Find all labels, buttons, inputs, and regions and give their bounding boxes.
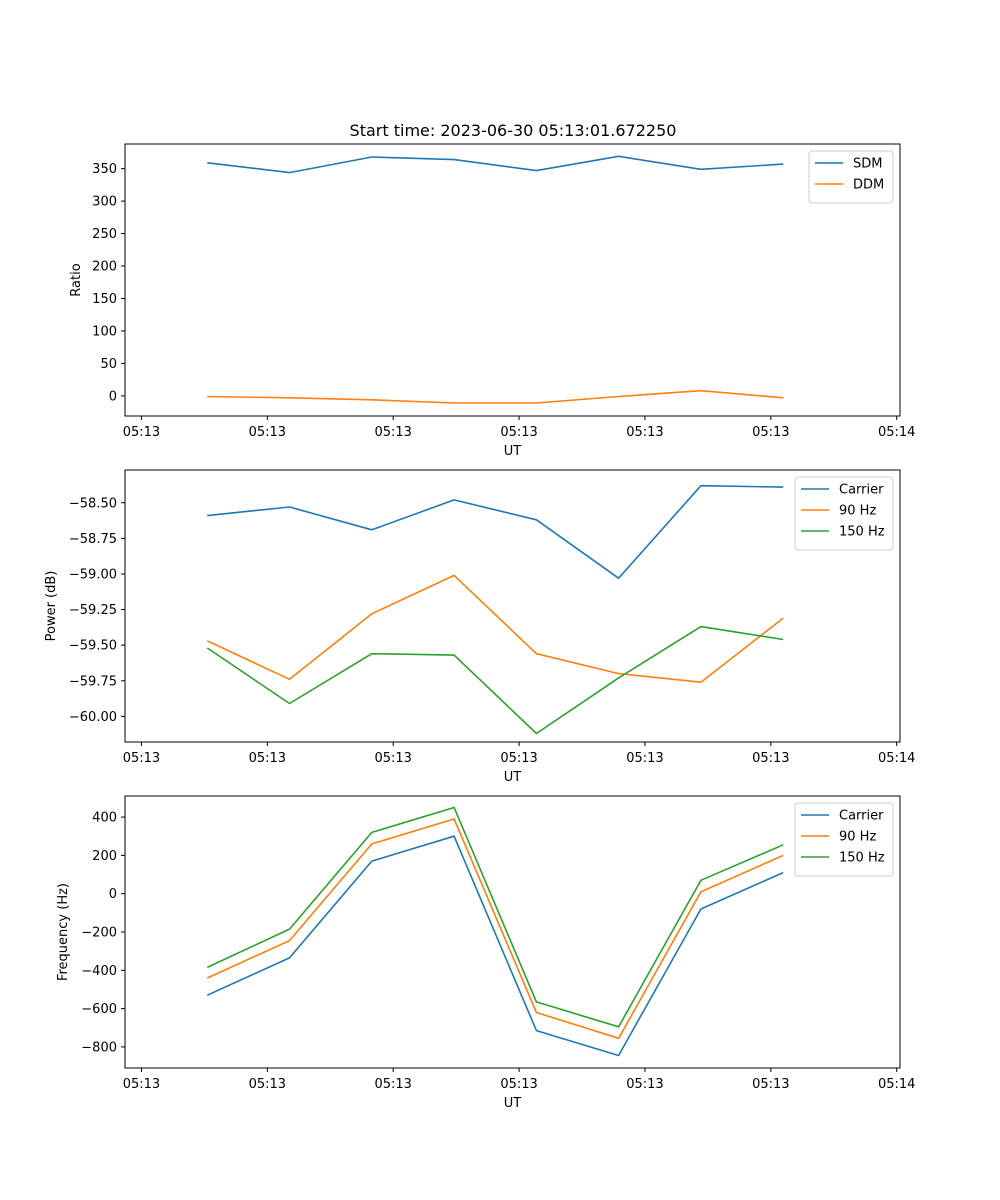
y-tick-label: −59.25 — [69, 603, 117, 618]
y-tick-label: −400 — [81, 964, 117, 979]
panel-1: 05:13 05:13 05:13 05:13 05:13 05:13 05:14 0 50 10… — [69, 143, 915, 459]
x-tick-label: 05:13 — [500, 425, 537, 440]
legend: Carrier 90 Hz 150 Hz — [794, 802, 894, 877]
y-tick-label: 200 — [92, 849, 117, 864]
x-tick-label: 05:13 — [123, 425, 160, 440]
y-tick-label: −600 — [81, 1002, 117, 1017]
y-tick-label: −59.50 — [69, 639, 117, 654]
x-tick-label: 05:13 — [752, 425, 789, 440]
legend-box — [808, 150, 894, 204]
legend-entry: Carrier — [839, 809, 884, 824]
legend: Carrier 90 Hz 150 Hz — [794, 476, 894, 551]
y-tick-label: 0 — [109, 887, 117, 902]
x-tick-label: 05:13 — [752, 1077, 789, 1092]
legend-entry: 90 Hz — [839, 504, 876, 519]
panel-3: 05:13 05:13 05:13 05:13 05:13 05:13 05:14 −800 −… — [56, 795, 915, 1111]
series-line-carrier — [206, 835, 784, 1057]
legend-entry: 150 Hz — [839, 525, 885, 540]
y-tick-label: −59.75 — [69, 674, 117, 689]
y-axis-label: Frequency (Hz) — [56, 883, 71, 981]
y-tick-label: −200 — [81, 926, 117, 941]
x-tick-label: 05:14 — [878, 425, 915, 440]
y-tick-label: 300 — [92, 195, 117, 210]
x-tick-label: 05:13 — [626, 1077, 663, 1092]
legend-entry: Carrier — [839, 483, 884, 498]
axes-frame — [124, 143, 901, 417]
legend-entry: 90 Hz — [839, 830, 876, 845]
series-line-carrier — [207, 484, 784, 580]
legend-entry: 150 Hz — [839, 851, 885, 866]
series-line-90-hz — [206, 818, 784, 1040]
x-tick-label: 05:13 — [626, 751, 663, 766]
y-axis-label: Power (dB) — [44, 571, 59, 642]
series-line-150-hz — [206, 625, 784, 735]
x-tick-label: 05:13 — [500, 751, 537, 766]
x-tick-label: 05:13 — [500, 1077, 537, 1092]
y-tick-label: 150 — [92, 292, 117, 307]
x-tick-label: 05:13 — [123, 751, 160, 766]
x-tick-label: 05:13 — [249, 1077, 286, 1092]
y-tick-label: 100 — [92, 324, 117, 339]
x-tick-label: 05:13 — [249, 751, 286, 766]
y-tick-label: 250 — [92, 227, 117, 242]
y-tick-label: 350 — [92, 162, 117, 177]
y-tick-label: −58.50 — [69, 496, 117, 511]
x-tick-label: 05:14 — [878, 751, 915, 766]
x-tick-label: 05:13 — [123, 1077, 160, 1092]
series-line-sdm — [207, 155, 784, 174]
legend-entry: SDM — [853, 157, 882, 172]
y-tick-label: −60.00 — [69, 710, 117, 725]
y-tick-label: 400 — [92, 811, 117, 826]
y-tick-label: −800 — [81, 1040, 117, 1055]
axes-frame — [124, 795, 901, 1069]
figure-title: Start time: 2023-06-30 05:13:01.672250 — [350, 121, 677, 140]
axes-frame — [124, 469, 901, 743]
x-axis-label: UT — [504, 1096, 522, 1111]
y-tick-label: 50 — [100, 357, 117, 372]
y-tick-label: −58.75 — [69, 532, 117, 547]
y-tick-label: 200 — [92, 260, 117, 275]
panels: 05:13 05:13 05:13 05:13 05:13 05:13 05:14 0 50 10… — [44, 143, 915, 1111]
y-tick-label: −59.00 — [69, 567, 117, 582]
series-line-90-hz — [206, 574, 784, 684]
x-tick-label: 05:13 — [374, 425, 411, 440]
x-tick-label: 05:13 — [752, 751, 789, 766]
series-line-150-hz — [206, 806, 784, 1028]
legend: SDM DDM — [808, 150, 894, 204]
y-axis-label: Ratio — [69, 263, 84, 296]
legend-entry: DDM — [853, 178, 884, 193]
x-tick-label: 05:13 — [626, 425, 663, 440]
x-tick-label: 05:14 — [878, 1077, 915, 1092]
series-line-ddm — [207, 389, 784, 404]
x-tick-label: 05:13 — [374, 751, 411, 766]
panel-2: 05:13 05:13 05:13 05:13 05:13 05:13 05:14 −60.0… — [44, 469, 915, 785]
x-axis-label: UT — [504, 770, 522, 785]
x-axis-label: UT — [504, 444, 522, 459]
x-tick-label: 05:13 — [374, 1077, 411, 1092]
y-tick-label: 0 — [109, 389, 117, 404]
x-tick-label: 05:13 — [249, 425, 286, 440]
